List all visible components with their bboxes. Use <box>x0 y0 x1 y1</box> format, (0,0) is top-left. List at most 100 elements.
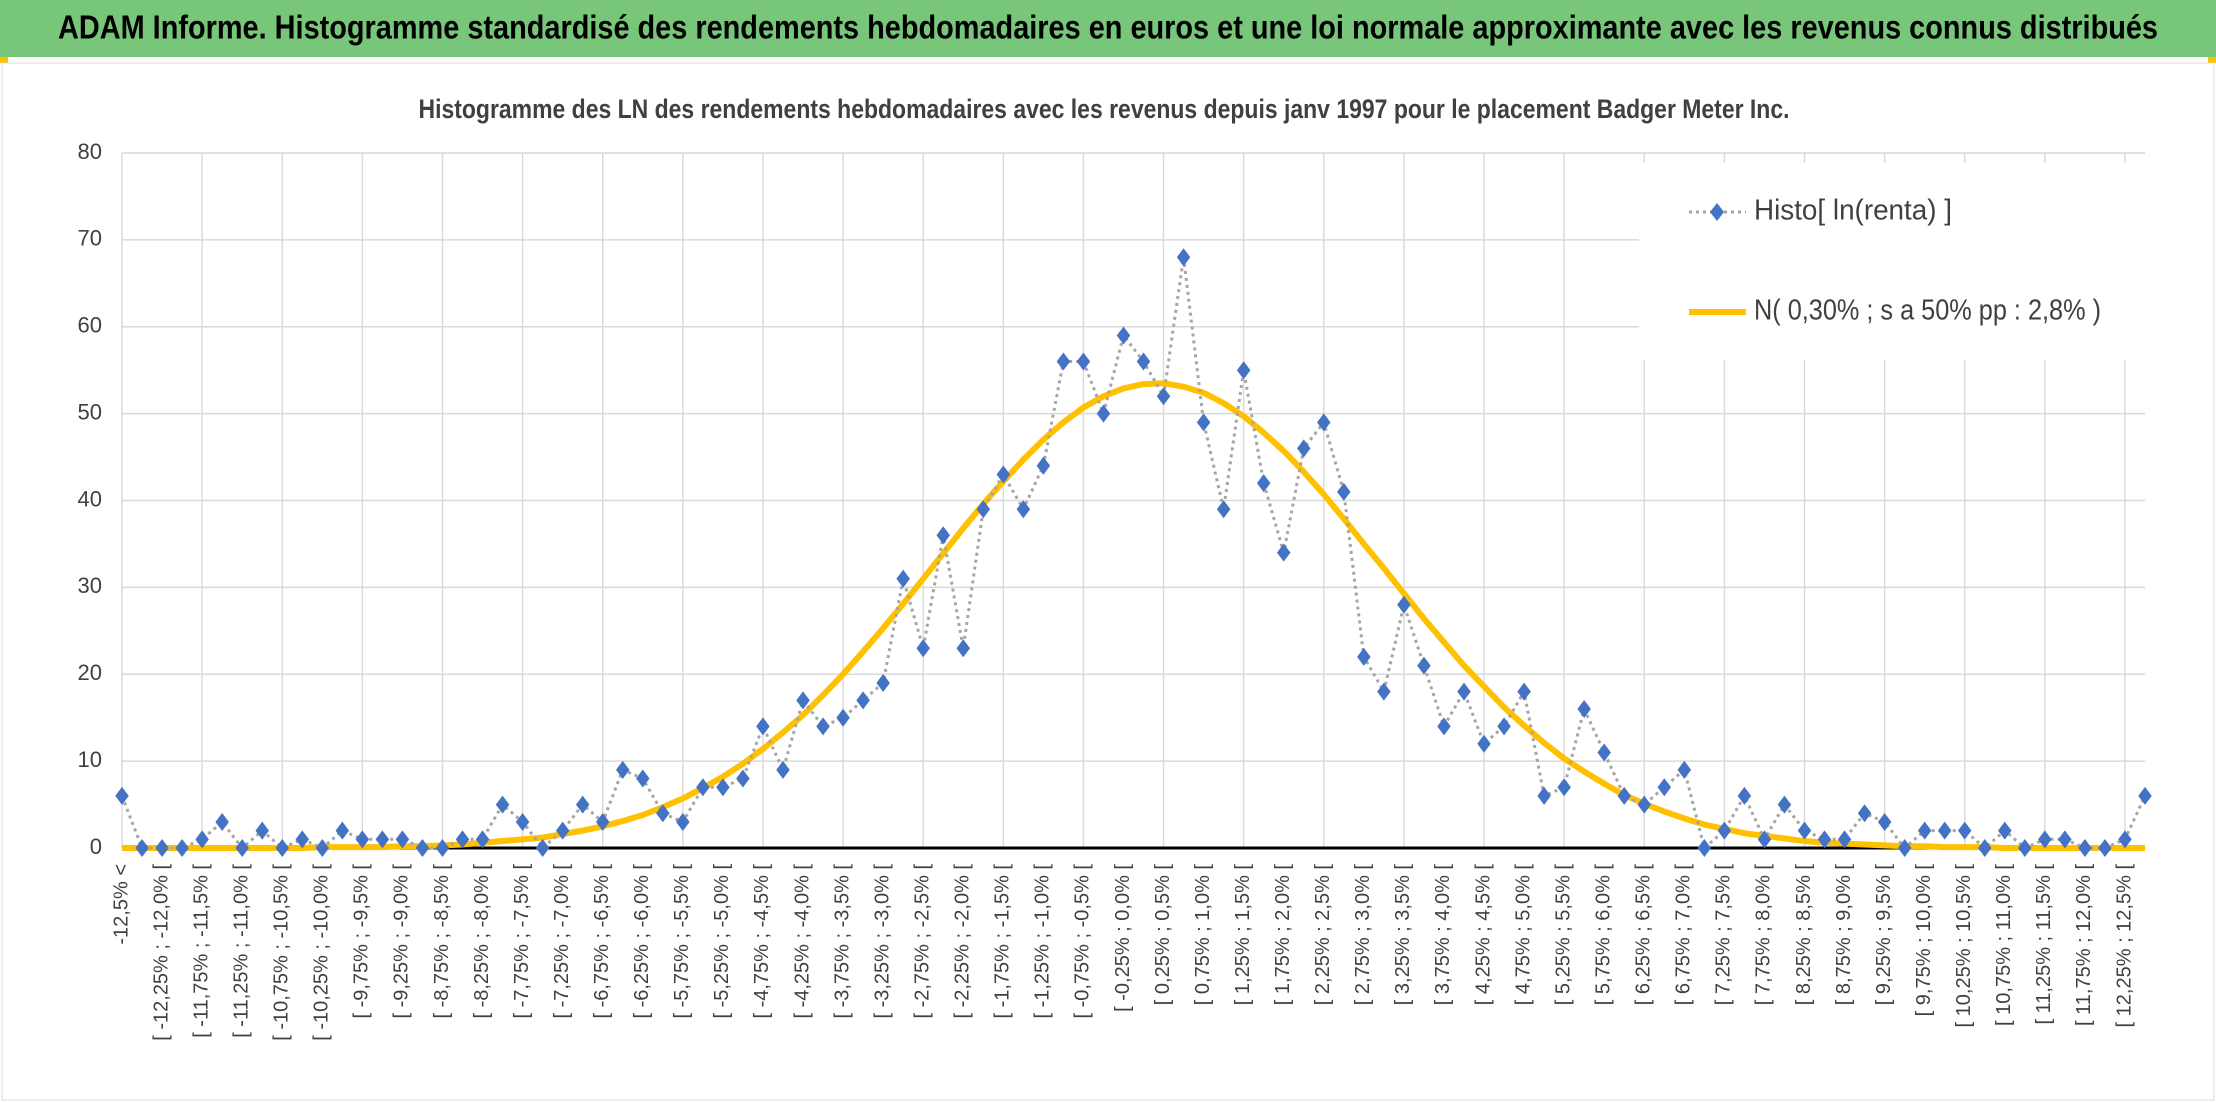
data-point <box>1537 786 1551 805</box>
x-tick-label: [ -6,75% ; -6,5% [ <box>591 864 613 1019</box>
data-point <box>1897 839 1912 857</box>
data-point <box>115 786 129 805</box>
data-point <box>2038 830 2052 849</box>
data-point <box>1477 734 1491 753</box>
data-point <box>1076 352 1091 371</box>
data-point <box>696 778 710 797</box>
data-point <box>175 839 189 857</box>
x-tick-label: [ -6,25% ; -6,0% [ <box>631 864 653 1019</box>
data-point <box>1236 361 1251 380</box>
data-point <box>1337 482 1351 501</box>
data-point <box>1857 804 1872 823</box>
data-point <box>1096 404 1111 423</box>
data-point <box>1657 778 1672 797</box>
x-tick-label: [ -0,75% ; -0,5% [ <box>1072 864 1094 1019</box>
data-point <box>1437 717 1451 736</box>
data-point <box>1917 821 1932 840</box>
x-tick-label: [ -3,25% ; -3,0% [ <box>871 864 893 1019</box>
data-point <box>1557 778 1571 797</box>
data-point <box>1357 647 1371 666</box>
x-tick-label: [ -11,25% ; -11,0% [ <box>230 864 252 1038</box>
x-tick-label: [ 11,25% ; 11,5% [ <box>2033 864 2055 1025</box>
x-tick-label: [ -5,25% ; -5,0% [ <box>711 864 733 1019</box>
data-point <box>1216 500 1231 519</box>
data-point <box>1937 821 1952 840</box>
x-tick-label: [ 2,25% ; 2,5% [ <box>1312 864 1334 1006</box>
x-tick-label: [ -10,25% ; -10,0% [ <box>311 864 333 1041</box>
x-tick-label: [ 0,25% ; 0,5% [ <box>1152 864 1174 1006</box>
x-tick-label: [ 5,25% ; 5,5% [ <box>1552 864 1574 1006</box>
data-point <box>716 778 730 797</box>
data-point <box>1637 795 1652 814</box>
data-point <box>1036 456 1051 475</box>
x-tick-label: -12,5% < <box>110 864 132 945</box>
data-point <box>1377 682 1391 701</box>
data-point <box>856 691 870 710</box>
corner-accent <box>2208 57 2216 63</box>
data-point <box>936 526 950 545</box>
x-tick-label: [ 3,75% ; 4,0% [ <box>1432 864 1454 1006</box>
x-tick-label: [ 4,75% ; 5,0% [ <box>1512 864 1534 1006</box>
legend-marker <box>1710 203 1724 221</box>
data-point <box>375 830 390 849</box>
x-tick-label: [ 3,25% ; 3,5% [ <box>1392 864 1414 1006</box>
x-tick-label: [ -4,25% ; -4,0% [ <box>791 864 813 1019</box>
data-point <box>1116 326 1131 345</box>
x-tick-label: [ 9,75% ; 10,0% [ <box>1913 864 1935 1017</box>
x-tick-label: [ -9,25% ; -9,0% [ <box>391 864 413 1019</box>
data-point <box>575 795 590 814</box>
data-point <box>1517 682 1531 701</box>
data-point <box>1817 830 1832 849</box>
data-point <box>836 708 850 727</box>
data-point <box>656 804 670 823</box>
data-point <box>295 830 310 849</box>
data-point <box>1978 839 1992 857</box>
x-tick-label: [ 7,25% ; 7,5% [ <box>1713 864 1735 1006</box>
y-tick-label: 30 <box>78 573 102 598</box>
x-tick-label: [ -1,75% ; -1,5% [ <box>992 864 1014 1019</box>
header-bar <box>0 0 2216 57</box>
data-point <box>1136 352 1151 371</box>
data-point <box>1957 821 1972 840</box>
data-point <box>2018 839 2032 857</box>
x-tick-label: [ -2,75% ; -2,5% [ <box>911 864 933 1019</box>
data-point <box>415 839 430 857</box>
data-point <box>1777 795 1792 814</box>
data-point <box>1597 743 1611 762</box>
data-point <box>595 812 610 831</box>
chart-title: Histogramme des LN des rendements hebdom… <box>419 94 1790 124</box>
data-point <box>2078 839 2092 857</box>
y-tick-label: 0 <box>90 834 102 859</box>
data-point <box>255 821 269 840</box>
series-line <box>122 380 2145 851</box>
data-point <box>1457 682 1471 701</box>
corner-accent <box>0 57 8 63</box>
x-tick-label: [ -10,75% ; -10,5% [ <box>271 864 293 1041</box>
page-title: ADAM Informe. Histogramme standardisé de… <box>58 9 2158 46</box>
data-point <box>1276 543 1291 562</box>
data-point <box>1757 830 1772 849</box>
x-tick-label: [ 1,25% ; 1,5% [ <box>1232 864 1254 1006</box>
x-tick-label: [ -9,75% ; -9,5% [ <box>351 864 373 1019</box>
data-point <box>956 639 970 658</box>
x-tick-label: [ -8,75% ; -8,5% [ <box>431 864 453 1019</box>
x-tick-label: [ -7,25% ; -7,0% [ <box>551 864 573 1019</box>
data-point <box>195 830 209 849</box>
data-point <box>475 830 490 849</box>
x-tick-label: [ -5,75% ; -5,5% [ <box>671 864 693 1019</box>
data-point <box>1056 352 1071 371</box>
data-point <box>1156 387 1171 406</box>
data-point <box>1016 500 1031 519</box>
x-tick-label: [ -8,25% ; -8,0% [ <box>471 864 493 1019</box>
data-point <box>315 839 330 857</box>
data-point <box>335 821 350 840</box>
data-point <box>2118 830 2132 849</box>
data-point <box>1877 812 1892 831</box>
y-tick-label: 60 <box>78 313 102 338</box>
data-point <box>555 821 570 840</box>
data-point <box>1256 474 1271 493</box>
data-point <box>1677 760 1692 779</box>
legend-label: Histo[ ln(renta) ] <box>1754 195 1952 227</box>
data-point <box>355 830 370 849</box>
